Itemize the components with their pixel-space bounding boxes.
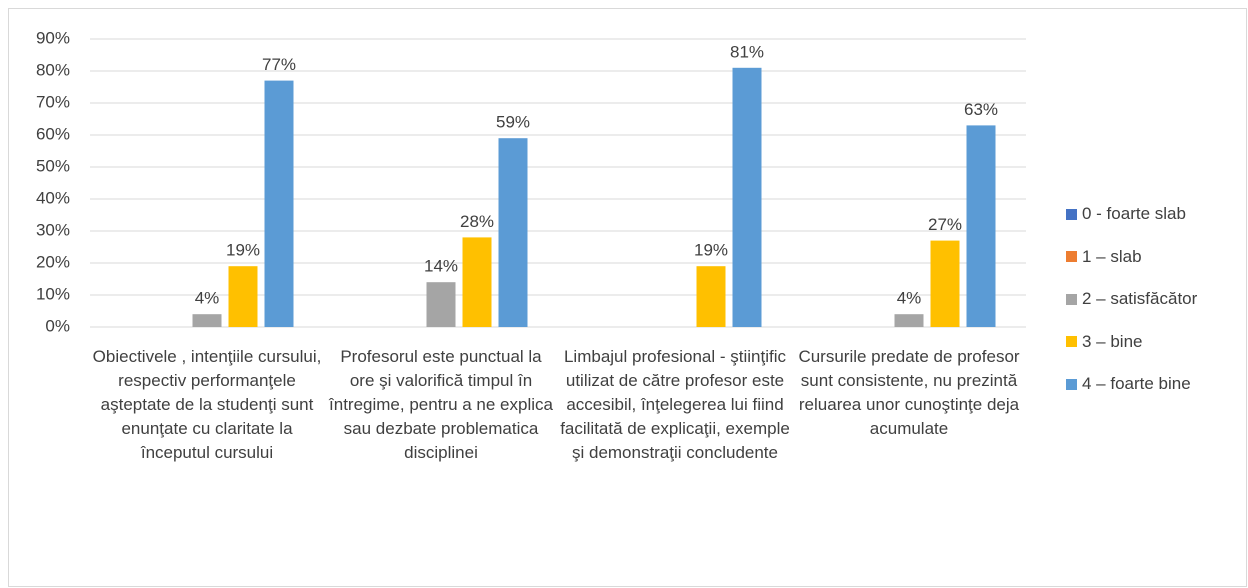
legend-item: 0 - foarte slab	[1066, 204, 1186, 224]
y-tick-label: 0%	[45, 316, 70, 335]
y-tick-label: 20%	[36, 252, 70, 271]
data-label: 19%	[226, 241, 260, 260]
y-tick-label: 10%	[36, 284, 70, 303]
legend-label: 1 – slab	[1082, 246, 1142, 266]
data-label: 59%	[496, 113, 530, 132]
x-tick-label: Obiectivele , intenţiile cursului, respe…	[92, 347, 322, 462]
legend-swatch	[1066, 251, 1077, 262]
data-label: 19%	[694, 241, 728, 260]
legend-label: 4 – foarte bine	[1082, 374, 1191, 393]
data-label: 81%	[730, 42, 764, 61]
data-label: 27%	[928, 215, 962, 234]
bar	[930, 240, 960, 327]
bar	[426, 282, 456, 327]
x-tick-label: Profesorul este punctual la ore şi valor…	[329, 347, 553, 462]
legend-label: 2 – satisfăcător	[1082, 289, 1198, 308]
data-label: 4%	[897, 289, 922, 308]
legend-label: 0 - foarte slab	[1082, 204, 1186, 223]
bar	[462, 237, 492, 327]
legend-label: 3 – bine	[1082, 331, 1143, 351]
data-label: 63%	[964, 100, 998, 119]
data-label: 14%	[424, 257, 458, 276]
legend-item: 1 – slab	[1066, 247, 1142, 267]
legend-item: 4 – foarte bine	[1066, 374, 1191, 394]
legend-swatch	[1066, 293, 1077, 305]
legend-swatch	[1066, 336, 1077, 347]
bar	[228, 266, 258, 327]
y-tick-label: 50%	[36, 156, 70, 175]
chart-border	[8, 8, 1247, 587]
data-label: 4%	[195, 289, 220, 308]
legend-item: 2 – satisfăcător	[1066, 289, 1197, 309]
legend-swatch	[1066, 208, 1077, 220]
y-tick-label: 60%	[36, 124, 70, 143]
legend-item: 3 – bine	[1066, 332, 1143, 352]
y-tick-label: 70%	[36, 92, 70, 111]
y-tick-label: 40%	[36, 188, 70, 207]
x-tick-label: Cursurile predate de profesor sunt consi…	[798, 347, 1020, 438]
bar	[894, 314, 924, 327]
bar	[264, 80, 294, 327]
y-tick-label: 80%	[36, 60, 70, 79]
y-tick-label: 30%	[36, 220, 70, 239]
bar	[732, 67, 762, 328]
bar	[192, 314, 222, 327]
bar	[966, 125, 996, 328]
legend-swatch	[1066, 378, 1077, 390]
data-label: 77%	[262, 55, 296, 74]
x-tick-label: Limbajul profesional - ştiinţific utiliz…	[560, 347, 790, 462]
bar	[696, 266, 726, 327]
data-label: 28%	[460, 212, 494, 231]
bar	[498, 138, 528, 327]
y-tick-label: 90%	[36, 28, 70, 47]
